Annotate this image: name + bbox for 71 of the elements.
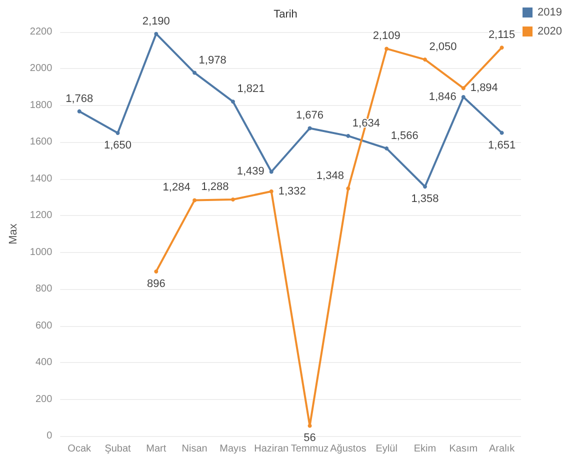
y-tick-label: 0 (46, 430, 53, 442)
y-tick-label: 1400 (30, 173, 53, 184)
data-label: 1,288 (201, 180, 229, 193)
point (384, 46, 389, 51)
point (346, 186, 350, 190)
data-label: 2,050 (429, 41, 457, 54)
data-label: 1,348 (316, 170, 344, 182)
point (422, 58, 427, 62)
y-tick-label: 600 (35, 320, 53, 332)
point (230, 100, 235, 104)
x-tick-label: Temmuz (290, 444, 329, 454)
x-tick-label: Ekim (414, 444, 436, 454)
y-tick-label: 2000 (30, 63, 53, 74)
point (461, 95, 466, 100)
point (384, 146, 389, 150)
point (422, 184, 427, 189)
data-label: 2,109 (372, 30, 400, 42)
x-tick-label: Ocak (68, 444, 92, 454)
point (346, 134, 350, 138)
point (308, 126, 312, 130)
data-label: 1,821 (237, 83, 265, 96)
data-label: 1,676 (296, 110, 324, 122)
y-tick-label: 2200 (30, 26, 53, 38)
x-tick-label: Mart (146, 444, 166, 454)
data-label: 56 (304, 432, 316, 444)
x-tick-label: Şubat (104, 444, 132, 454)
point (116, 131, 120, 135)
data-label: 1,439 (236, 166, 264, 178)
y-axis-title: Max (8, 223, 20, 244)
data-label: 896 (146, 278, 166, 290)
y-tick-label: 1600 (30, 136, 53, 148)
legend-label: 2019 (538, 6, 562, 18)
data-label: 1,768 (66, 92, 94, 105)
y-tick-label: 1200 (30, 210, 53, 222)
data-label: 1,894 (470, 82, 498, 94)
data-label: 1,846 (428, 91, 456, 104)
point (308, 424, 312, 428)
y-tick-label: 1000 (30, 246, 53, 258)
point (154, 32, 158, 36)
x-tick-label: Kasım (449, 444, 478, 454)
point (500, 130, 504, 135)
point (500, 46, 504, 50)
x-tick-label: Haziran (254, 444, 289, 454)
point (192, 198, 197, 202)
point (269, 189, 274, 194)
data-label: 2,115 (488, 29, 516, 42)
y-tick-label: 1800 (30, 100, 53, 111)
data-label: 1,332 (278, 185, 306, 198)
x-tick-label: Ağustos (330, 444, 366, 454)
point (269, 170, 274, 174)
data-label: 1,650 (104, 140, 132, 152)
data-label: 1,566 (390, 130, 418, 142)
data-label: 1,358 (411, 193, 439, 206)
y-tick-label: 800 (35, 284, 53, 295)
legend-label: 2020 (538, 26, 562, 38)
point (77, 109, 82, 114)
data-label: 1,978 (198, 54, 226, 66)
y-tick-label: 200 (35, 394, 53, 405)
data-label: 2,190 (142, 15, 170, 28)
x-tick-label: Mayıs (220, 444, 246, 454)
point (154, 269, 158, 274)
x-axis-title: Tarih (274, 8, 298, 20)
point (230, 197, 235, 202)
x-tick-label: Eylül (376, 444, 398, 454)
x-tick-label: Aralık (489, 444, 516, 454)
point (192, 70, 197, 75)
x-tick-label: Nisan (182, 444, 208, 454)
y-tick-label: 400 (35, 357, 53, 368)
data-label: 1,284 (162, 182, 190, 194)
data-label: 1,651 (488, 139, 516, 152)
point (461, 86, 466, 90)
